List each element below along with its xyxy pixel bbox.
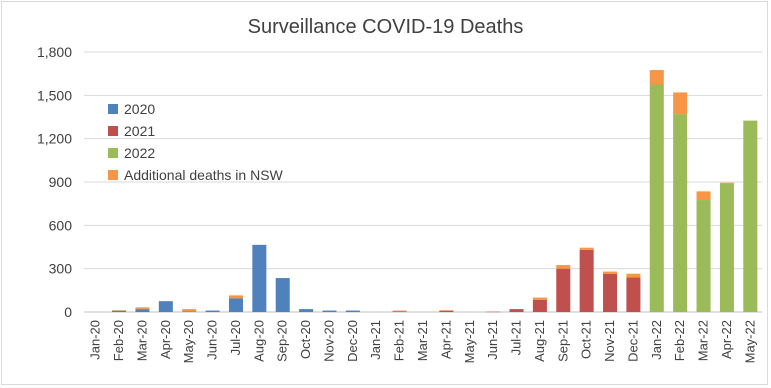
x-tick-label: Feb-20 [111, 320, 126, 361]
bar-segment-2022 [743, 120, 758, 312]
bar-segment-nsw-additional [696, 191, 711, 201]
legend-swatch [108, 170, 118, 180]
x-tick-label: Mar-22 [696, 320, 711, 361]
x-tick-label: Apr-22 [719, 320, 734, 359]
x-tick-label: Jun-21 [485, 320, 500, 360]
gridlines [84, 51, 762, 313]
x-tick-label: Jan-22 [649, 320, 664, 360]
bar-segment-2022 [673, 114, 688, 312]
legend-swatch [108, 126, 118, 136]
x-tick-label: Jun-20 [205, 320, 220, 360]
bar-segment-nsw-additional [112, 310, 127, 311]
x-tick-label: Mar-20 [134, 320, 149, 361]
bar-segment-2020 [275, 278, 290, 312]
x-axis: Jan-20 Feb-20 Mar-20 Apr-20 May-20 Jun-20 Jul-… [88, 320, 758, 363]
x-tick-label: Nov-21 [602, 320, 617, 362]
bar-segment-2021 [509, 309, 524, 312]
x-tick-label: Jan-20 [88, 320, 103, 360]
y-tick-label: 900 [49, 174, 73, 190]
x-tick-label: Jul-21 [509, 320, 524, 355]
legend-swatch [108, 148, 118, 158]
bar-segment-2020 [299, 309, 314, 312]
bar-segment-2020 [135, 309, 150, 312]
legend-item: 2021 [108, 120, 283, 142]
x-tick-label: Nov-20 [321, 320, 336, 362]
bar-segment-nsw-additional [603, 271, 618, 274]
bar-segment-2020 [252, 244, 267, 312]
x-tick-label: Apr-20 [158, 320, 173, 359]
x-tick-label: May-22 [742, 320, 757, 363]
bar-segment-nsw-additional [392, 310, 407, 312]
bars [112, 70, 758, 313]
x-tick-label: Oct-21 [579, 320, 594, 359]
y-tick-label: 1,800 [37, 44, 72, 60]
bar-segment-nsw-additional [135, 307, 150, 310]
bar-segment-2022 [649, 84, 664, 312]
bar-segment-2022 [696, 200, 711, 312]
y-tick-label: 0 [64, 304, 72, 320]
x-tick-label: Aug-20 [251, 320, 266, 362]
x-tick-label: Mar-21 [415, 320, 430, 361]
x-tick-label: Oct-20 [298, 320, 313, 359]
x-tick-label: Aug-21 [532, 320, 547, 362]
y-tick-label: 300 [49, 261, 73, 277]
bar-segment-2021 [556, 268, 571, 312]
y-tick-label: 1,500 [37, 87, 72, 103]
legend-label: Additional deaths in NSW [124, 167, 283, 183]
x-tick-label: Jan-21 [368, 320, 383, 360]
bar-segment-2021 [486, 311, 501, 313]
bar-segment-2020 [345, 310, 360, 312]
y-tick-label: 600 [49, 217, 73, 233]
bar-segment-2022 [719, 183, 734, 312]
bar-segment-nsw-additional [649, 70, 664, 85]
x-tick-label: Jul-20 [228, 320, 243, 355]
legend-item: 2022 [108, 142, 283, 164]
legend-label: 2020 [124, 101, 156, 117]
bar-segment-2020 [228, 298, 243, 312]
y-tick-label: 1,200 [37, 131, 72, 147]
bar-segment-nsw-additional [626, 273, 641, 278]
bar-segment-nsw-additional [439, 310, 454, 311]
bar-segment-2021 [603, 273, 618, 312]
x-tick-label: Sep-21 [555, 320, 570, 362]
bar-segment-2021 [579, 249, 594, 312]
bar-segment-2020 [112, 310, 127, 312]
x-tick-label: Dec-21 [625, 320, 640, 362]
bar-segment-nsw-additional [182, 309, 197, 312]
bar-segment-2021 [626, 277, 641, 312]
bar-segment-nsw-additional [556, 265, 571, 269]
x-tick-label: Feb-21 [392, 320, 407, 361]
y-axis: 0 300 600 900 1,200 1,500 1,800 [37, 44, 72, 320]
bar-segment-nsw-additional [579, 247, 594, 250]
x-tick-label: Sep-20 [275, 320, 290, 362]
x-tick-label: May-21 [462, 320, 477, 363]
bar-segment-nsw-additional [228, 295, 243, 299]
x-tick-label: May-20 [181, 320, 196, 363]
chart-title: Surveillance COVID-19 Deaths [247, 16, 524, 38]
bar-segment-nsw-additional [532, 297, 547, 300]
bar-segment-2021 [392, 311, 407, 312]
legend-item: 2020 [108, 98, 283, 120]
bar-segment-2021 [532, 299, 547, 312]
bar-segment-nsw-additional [673, 92, 688, 115]
x-tick-label: Feb-22 [672, 320, 687, 361]
bar-segment-2020 [182, 311, 197, 312]
bar-segment-2020 [322, 310, 337, 312]
legend-label: 2021 [124, 123, 156, 139]
legend-item: Additional deaths in NSW [108, 164, 283, 186]
bar-segment-2020 [158, 301, 173, 312]
legend-swatch [108, 104, 118, 114]
bar-segment-2020 [205, 310, 220, 312]
x-tick-label: Apr-21 [438, 320, 453, 359]
legend-label: 2022 [124, 145, 156, 161]
x-tick-label: Dec-20 [345, 320, 360, 362]
bar-segment-nsw-additional [719, 182, 734, 184]
bar-segment-2021 [439, 310, 454, 312]
legend: 2020 2021 2022 Additional deaths in NSW [108, 98, 283, 186]
